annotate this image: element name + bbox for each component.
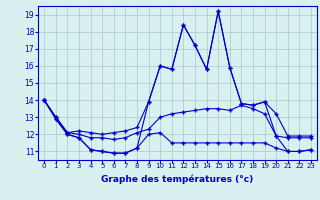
X-axis label: Graphe des températures (°c): Graphe des températures (°c) [101, 174, 254, 184]
